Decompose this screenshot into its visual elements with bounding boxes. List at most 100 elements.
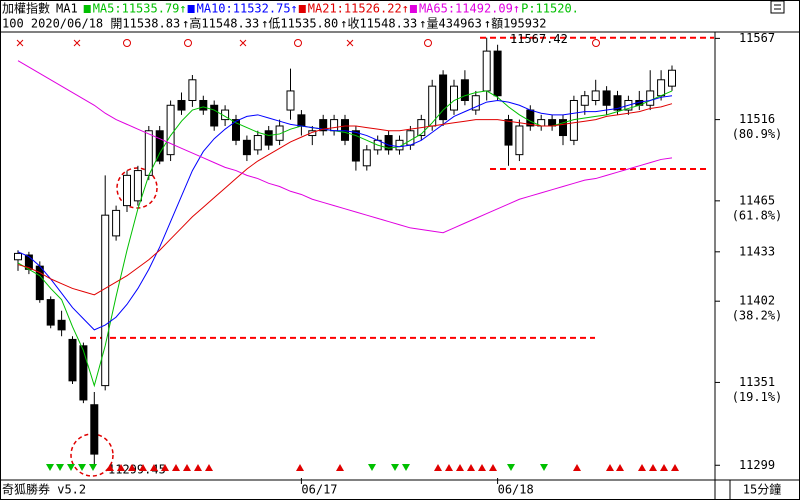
buy-signal	[573, 464, 581, 471]
legend-swatch	[298, 5, 306, 13]
candle-body	[646, 90, 655, 106]
candle-body	[450, 85, 458, 111]
circle-marker	[592, 39, 600, 47]
buy-signal	[660, 464, 668, 471]
candle-body	[155, 130, 164, 162]
sell-signal	[56, 464, 64, 471]
y-tick-label: 11299	[739, 458, 775, 472]
sell-signal	[89, 464, 97, 471]
sell-signal	[391, 464, 399, 471]
candle-body	[591, 90, 600, 101]
buy-signal	[336, 464, 344, 471]
fib-label: (19.1%)	[732, 390, 783, 404]
candle-body	[668, 69, 676, 87]
fib-label: (80.9%)	[732, 127, 783, 141]
candle-body	[330, 119, 339, 132]
candle-body	[362, 149, 371, 167]
buy-signal	[489, 464, 497, 471]
candle-body	[406, 130, 415, 146]
buy-signal	[434, 464, 442, 471]
low-annotation: 11299.45	[108, 463, 166, 477]
legend-entry: MA65:11492.09↑	[419, 2, 520, 16]
buy-signal	[671, 464, 679, 471]
candle-body	[14, 252, 22, 261]
candle-body	[351, 130, 360, 162]
cross-marker	[16, 39, 24, 47]
circle-marker	[123, 39, 131, 47]
buy-signal	[172, 464, 180, 471]
bar-info: 100 2020/06/18 開11538.83	[2, 17, 180, 31]
menu-icon[interactable]	[770, 0, 785, 14]
sell-signal	[67, 464, 75, 471]
buy-signal	[139, 464, 147, 471]
buy-signal	[183, 464, 191, 471]
sell-signal	[402, 464, 410, 471]
sell-signal	[507, 464, 515, 471]
buy-signal	[467, 464, 475, 471]
ma-line	[17, 60, 673, 234]
buy-signal	[606, 464, 614, 471]
candle-body	[613, 95, 622, 111]
buy-signal	[616, 464, 624, 471]
buy-signal	[128, 464, 136, 471]
candle-body	[79, 345, 88, 401]
sell-signal	[46, 464, 54, 471]
y-tick-label: 11351	[739, 375, 775, 389]
candle-body	[232, 119, 240, 141]
buy-signal	[117, 464, 125, 471]
buy-signal	[296, 464, 304, 471]
candle-body	[341, 119, 349, 141]
bar-info: ↑額195932	[484, 17, 547, 31]
candle-body	[319, 119, 328, 132]
ma-line	[17, 90, 673, 388]
candle-body	[199, 99, 208, 111]
ma-line	[17, 95, 673, 331]
candle-body	[57, 319, 66, 331]
y-tick-label: 11465	[739, 193, 775, 207]
buy-signal	[194, 464, 202, 471]
bar-info: ↑高11548.33	[182, 16, 259, 31]
buy-signal	[456, 464, 464, 471]
candle-body	[580, 95, 589, 106]
circle-marker	[294, 39, 302, 47]
candle-body	[384, 135, 393, 151]
chart-subtitle: MA1	[56, 2, 78, 16]
high-annotation: 11567.42	[510, 32, 568, 46]
legend-swatch	[187, 5, 195, 13]
brand: 奇狐勝券 v5.2	[2, 482, 86, 497]
price-label: P:11520.	[521, 2, 579, 16]
y-tick-label: 11402	[739, 294, 775, 308]
buy-signal	[638, 464, 646, 471]
legend-entry: MA5:11535.79↑	[93, 2, 187, 16]
circle-marker	[424, 39, 432, 47]
candle-body	[188, 79, 197, 101]
candle-body	[133, 170, 142, 202]
buy-signal	[478, 464, 486, 471]
bar-info: ↑量434963	[419, 17, 482, 31]
candle-body	[286, 90, 295, 111]
interval: 15分鐘	[743, 482, 781, 497]
candle-body	[264, 130, 273, 146]
bar-info: ↑低11535.80	[261, 17, 338, 31]
legend-entry: MA10:11532.75↑	[197, 2, 298, 16]
circle-marker	[184, 39, 192, 47]
x-tick-label: 06/18	[498, 483, 534, 497]
candle-body	[439, 74, 448, 121]
cross-marker	[239, 39, 247, 47]
candle-body	[297, 114, 306, 127]
buy-signal	[161, 464, 169, 471]
candle-body	[144, 130, 153, 176]
candle-body	[68, 338, 77, 382]
candle-body	[471, 95, 480, 111]
x-tick-label: 06/17	[301, 483, 337, 497]
candle-body	[308, 130, 317, 137]
y-tick-label: 11516	[739, 112, 775, 126]
bar-info: ↑收11548.33	[340, 17, 417, 31]
legend-swatch	[409, 5, 417, 13]
buy-signal	[445, 464, 453, 471]
buy-signal	[106, 464, 114, 471]
buy-signal	[150, 464, 158, 471]
candle-body	[482, 50, 491, 92]
candle-body	[515, 125, 524, 156]
